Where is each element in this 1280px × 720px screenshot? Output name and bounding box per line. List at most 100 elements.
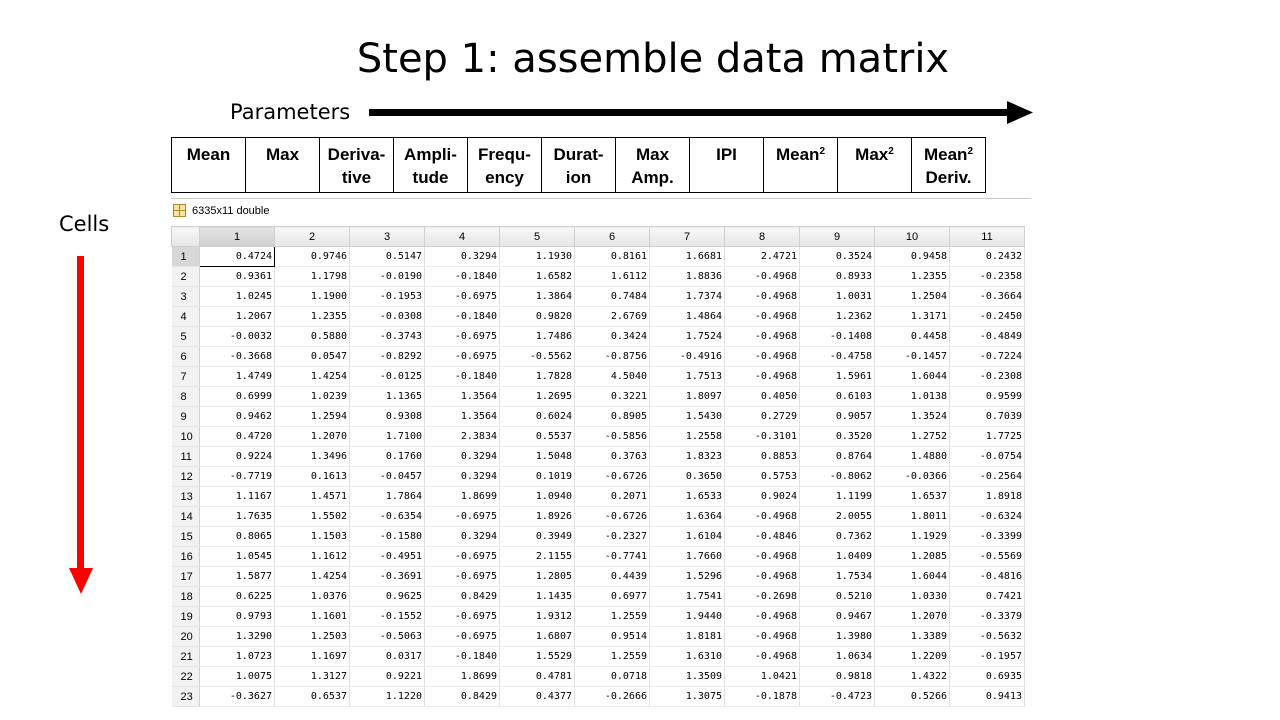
- data-cell[interactable]: 0.6024: [499, 406, 575, 427]
- data-cell[interactable]: 1.1365: [349, 386, 425, 407]
- data-cell[interactable]: 1.3496: [274, 446, 350, 467]
- data-cell[interactable]: 0.4458: [874, 326, 950, 347]
- data-cell[interactable]: 0.3949: [499, 526, 575, 547]
- data-cell[interactable]: 0.3424: [574, 326, 650, 347]
- data-cell[interactable]: 2.0055: [799, 506, 875, 527]
- data-cell[interactable]: 1.3564: [424, 386, 500, 407]
- data-cell[interactable]: -0.1840: [424, 366, 500, 387]
- row-header[interactable]: 4: [171, 306, 200, 327]
- data-cell[interactable]: -0.4968: [724, 646, 800, 667]
- data-cell[interactable]: 1.1798: [274, 266, 350, 287]
- data-cell[interactable]: -0.4968: [724, 626, 800, 647]
- data-cell[interactable]: -0.8756: [574, 346, 650, 367]
- data-cell[interactable]: 1.3564: [424, 406, 500, 427]
- data-cell[interactable]: -0.1957: [949, 646, 1025, 667]
- data-cell[interactable]: 1.7864: [349, 486, 425, 507]
- data-cell[interactable]: 1.6044: [874, 366, 950, 387]
- data-cell[interactable]: 1.8097: [649, 386, 725, 407]
- data-cell[interactable]: 0.5753: [724, 466, 800, 487]
- data-cell[interactable]: 1.9440: [649, 606, 725, 627]
- data-cell[interactable]: 1.4749: [199, 366, 275, 387]
- data-cell[interactable]: 0.5537: [499, 426, 575, 447]
- data-cell[interactable]: 1.7524: [649, 326, 725, 347]
- data-cell[interactable]: 2.4721: [724, 246, 800, 267]
- data-cell[interactable]: 0.0547: [274, 346, 350, 367]
- data-cell[interactable]: 1.6112: [574, 266, 650, 287]
- data-cell[interactable]: -0.1840: [424, 646, 500, 667]
- data-cell[interactable]: 1.7635: [199, 506, 275, 527]
- row-header[interactable]: 11: [171, 446, 200, 467]
- row-header[interactable]: 16: [171, 546, 200, 567]
- column-header[interactable]: 2: [274, 226, 350, 247]
- row-header[interactable]: 6: [171, 346, 200, 367]
- data-cell[interactable]: 1.3524: [874, 406, 950, 427]
- data-cell[interactable]: -0.2666: [574, 686, 650, 707]
- data-cell[interactable]: 1.0723: [199, 646, 275, 667]
- data-cell[interactable]: -0.6324: [949, 506, 1025, 527]
- data-cell[interactable]: -0.5632: [949, 626, 1025, 647]
- data-cell[interactable]: 1.2070: [274, 426, 350, 447]
- data-cell[interactable]: -0.3627: [199, 686, 275, 707]
- data-cell[interactable]: 0.3294: [424, 446, 500, 467]
- data-cell[interactable]: -0.6726: [574, 466, 650, 487]
- data-cell[interactable]: -0.6975: [424, 506, 500, 527]
- data-cell[interactable]: 1.1930: [499, 246, 575, 267]
- data-cell[interactable]: 0.2729: [724, 406, 800, 427]
- data-cell[interactable]: -0.3399: [949, 526, 1025, 547]
- data-cell[interactable]: 1.3389: [874, 626, 950, 647]
- data-cell[interactable]: 0.2432: [949, 246, 1025, 267]
- data-cell[interactable]: -0.6975: [424, 626, 500, 647]
- data-cell[interactable]: 1.8926: [499, 506, 575, 527]
- data-cell[interactable]: 1.6807: [499, 626, 575, 647]
- data-cell[interactable]: 0.3221: [574, 386, 650, 407]
- data-cell[interactable]: 1.7725: [949, 426, 1025, 447]
- data-cell[interactable]: 1.2559: [574, 646, 650, 667]
- grid-corner[interactable]: [171, 226, 200, 247]
- data-cell[interactable]: -0.2308: [949, 366, 1025, 387]
- row-header[interactable]: 18: [171, 586, 200, 607]
- row-header[interactable]: 23: [171, 686, 200, 707]
- row-header[interactable]: 17: [171, 566, 200, 587]
- data-cell[interactable]: -0.4849: [949, 326, 1025, 347]
- data-cell[interactable]: 1.6310: [649, 646, 725, 667]
- column-header[interactable]: 10: [874, 226, 950, 247]
- data-cell[interactable]: 1.2752: [874, 426, 950, 447]
- data-cell[interactable]: -0.1953: [349, 286, 425, 307]
- data-cell[interactable]: -0.4968: [724, 506, 800, 527]
- data-cell[interactable]: 1.0409: [799, 546, 875, 567]
- data-cell[interactable]: 0.9625: [349, 586, 425, 607]
- data-cell[interactable]: -0.5063: [349, 626, 425, 647]
- data-cell[interactable]: 1.1900: [274, 286, 350, 307]
- data-cell[interactable]: 1.2085: [874, 546, 950, 567]
- data-cell[interactable]: 1.4864: [649, 306, 725, 327]
- data-cell[interactable]: -0.4968: [724, 326, 800, 347]
- data-cell[interactable]: -0.1552: [349, 606, 425, 627]
- data-cell[interactable]: -0.0754: [949, 446, 1025, 467]
- data-cell[interactable]: 0.3524: [799, 246, 875, 267]
- data-cell[interactable]: 0.1019: [499, 466, 575, 487]
- data-cell[interactable]: 0.9413: [949, 686, 1025, 707]
- data-cell[interactable]: 0.8905: [574, 406, 650, 427]
- data-cell[interactable]: -0.2450: [949, 306, 1025, 327]
- row-header[interactable]: 8: [171, 386, 200, 407]
- data-cell[interactable]: 1.0634: [799, 646, 875, 667]
- data-cell[interactable]: 0.9224: [199, 446, 275, 467]
- data-cell[interactable]: 1.0421: [724, 666, 800, 687]
- data-cell[interactable]: 0.6103: [799, 386, 875, 407]
- data-cell[interactable]: 0.0718: [574, 666, 650, 687]
- data-cell[interactable]: 1.7513: [649, 366, 725, 387]
- row-header[interactable]: 9: [171, 406, 200, 427]
- data-cell[interactable]: 1.0138: [874, 386, 950, 407]
- row-header[interactable]: 12: [171, 466, 200, 487]
- data-cell[interactable]: -0.2358: [949, 266, 1025, 287]
- data-cell[interactable]: 0.2071: [574, 486, 650, 507]
- column-header[interactable]: 9: [799, 226, 875, 247]
- data-cell[interactable]: -0.3743: [349, 326, 425, 347]
- data-cell[interactable]: -0.5562: [499, 346, 575, 367]
- data-cell[interactable]: -0.4968: [724, 306, 800, 327]
- row-header[interactable]: 10: [171, 426, 200, 447]
- data-cell[interactable]: -0.1580: [349, 526, 425, 547]
- data-cell[interactable]: 1.0376: [274, 586, 350, 607]
- data-cell[interactable]: 2.1155: [499, 546, 575, 567]
- data-cell[interactable]: -0.2698: [724, 586, 800, 607]
